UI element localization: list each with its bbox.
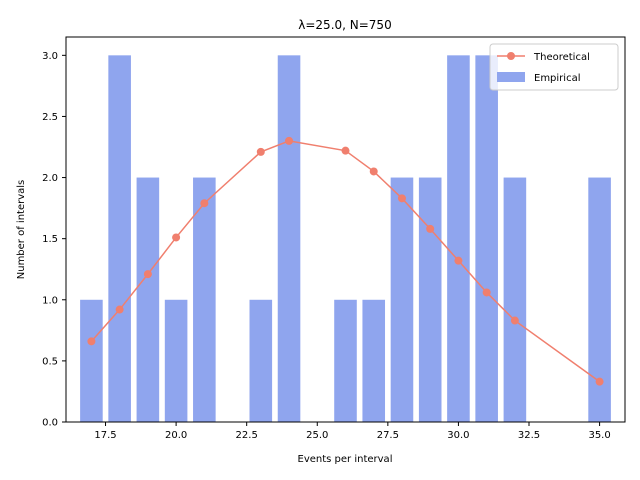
empirical-bar (193, 177, 216, 422)
y-tick-label: 0.5 (42, 356, 58, 367)
y-tick-label: 1.5 (42, 234, 58, 245)
empirical-bar (164, 299, 188, 422)
legend-theoretical-marker (507, 52, 515, 60)
theoretical-point (341, 146, 350, 155)
x-tick-label: 30.0 (447, 430, 469, 441)
empirical-bar (277, 55, 301, 422)
theoretical-point (595, 377, 604, 386)
y-tick-label: 3.0 (42, 51, 58, 62)
empirical-bar (136, 177, 160, 422)
theoretical-point (482, 288, 491, 297)
theoretical-point (369, 167, 378, 176)
theoretical-point (115, 305, 124, 314)
empirical-bar (418, 177, 442, 422)
y-axis-label: Number of intervals (16, 180, 27, 280)
x-tick-label: 17.5 (94, 430, 116, 441)
x-tick-label: 32.5 (518, 430, 540, 441)
empirical-bar (249, 299, 273, 422)
x-tick-label: 27.5 (377, 430, 399, 441)
x-tick-label: 25.0 (306, 430, 328, 441)
legend: Theoretical Empirical (489, 43, 619, 91)
empirical-bar (475, 55, 498, 422)
empirical-bar (334, 299, 357, 422)
chart-title: λ=25.0, N=750 (298, 18, 391, 32)
y-tick-label: 0.0 (42, 418, 58, 429)
empirical-bars (80, 55, 611, 422)
y-tick-label: 1.0 (42, 295, 58, 306)
plot-frame (65, 36, 626, 423)
x-tick-label: 35.0 (588, 430, 610, 441)
y-axis: 0.0 0.5 1.0 1.5 2.0 2.5 3.0 (42, 51, 66, 429)
theoretical-line-series (87, 136, 604, 386)
empirical-bar (503, 177, 527, 422)
empirical-bar (362, 299, 386, 422)
theoretical-point (426, 224, 435, 233)
x-tick-label: 22.5 (236, 430, 258, 441)
empirical-bar (447, 55, 470, 422)
theoretical-point (454, 256, 463, 265)
x-axis: 17.5 20.0 22.5 25.0 27.5 30.0 32.5 35.0 (94, 422, 611, 441)
y-tick-label: 2.5 (42, 112, 58, 123)
y-tick-label: 2.0 (42, 173, 58, 184)
empirical-bar (108, 55, 131, 422)
empirical-bar (588, 177, 611, 422)
legend-theoretical-label: Theoretical (533, 52, 590, 63)
theoretical-point (200, 199, 209, 208)
theoretical-point (397, 194, 406, 203)
empirical-bar (390, 177, 414, 422)
x-axis-label: Events per interval (298, 454, 393, 465)
theoretical-point (510, 316, 519, 325)
x-tick-label: 20.0 (165, 430, 187, 441)
theoretical-point (87, 337, 96, 346)
theoretical-point (256, 147, 265, 156)
legend-empirical-label: Empirical (534, 73, 580, 84)
theoretical-point (143, 270, 152, 279)
legend-empirical-swatch (497, 72, 525, 82)
theoretical-point (285, 136, 294, 145)
theoretical-point (172, 233, 181, 242)
empirical-bar (80, 299, 103, 422)
